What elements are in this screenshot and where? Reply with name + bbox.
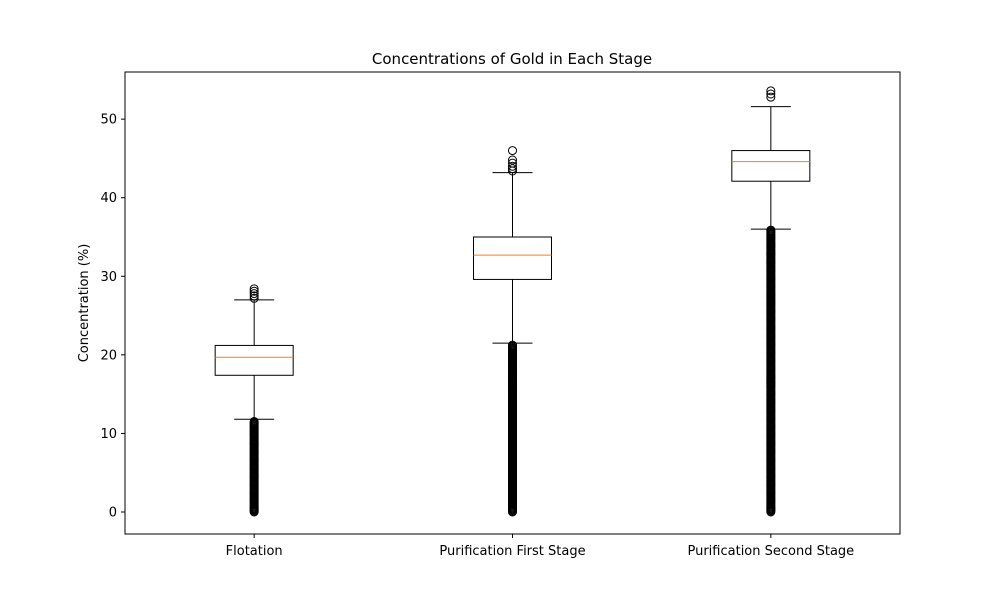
y-tick-label: 20 [100,348,117,363]
plot-frame [124,71,901,535]
y-tick-label: 50 [100,113,117,128]
x-tick-label: Flotation [226,544,283,559]
x-tick-label: Purification First Stage [439,544,585,559]
y-tick-label: 10 [100,427,117,442]
outlier-point [766,92,776,102]
outlier-point [249,289,259,299]
outlier-point [249,416,259,426]
outlier-point [508,340,517,350]
outlier-point [766,89,776,99]
outlier-point [766,225,776,235]
outlier-point [249,284,259,294]
outlier-point [508,164,517,174]
outlier-point [249,291,259,301]
outlier-point [508,161,517,171]
outlier-point [249,286,259,296]
outlier-point [766,86,776,96]
box-iqr [214,344,294,376]
outlier-point [508,155,517,165]
y-axis-label: Concentration (%) [77,244,92,363]
x-tick-label: Purification Second Stage [687,544,854,559]
y-tick-label: 0 [109,506,117,521]
y-tick-label: 40 [100,191,117,206]
box-iqr [473,236,552,280]
outlier-point [508,146,517,156]
outlier-point [249,293,259,303]
y-tick-label: 30 [100,270,117,285]
chart-title: Concentrations of Gold in Each Stage [372,50,652,68]
box-iqr [731,150,811,182]
outlier-point [508,158,517,168]
plot-area: 0 10 20 30 40 50 Flotation Purification First S… [100,71,901,559]
